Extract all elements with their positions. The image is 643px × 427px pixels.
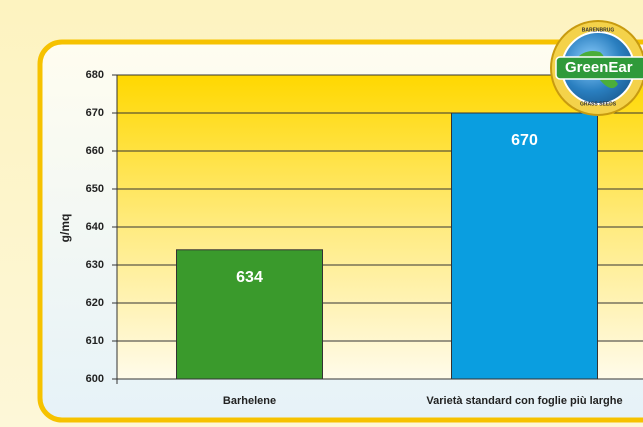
y-tick-label: 670 xyxy=(86,107,104,119)
bar xyxy=(451,112,598,380)
y-tick-label: 680 xyxy=(86,69,104,81)
y-tick-label: 610 xyxy=(86,335,104,347)
logo: GreenEar BARENBRUG GRASS SEEDS xyxy=(550,20,643,116)
value-label: 634 xyxy=(236,269,263,286)
y-tick-label: 660 xyxy=(86,145,104,157)
y-tick-label: 640 xyxy=(86,221,104,233)
value-label: 670 xyxy=(511,132,538,149)
y-tick-label: 600 xyxy=(86,373,104,385)
bar xyxy=(176,249,323,380)
x-tick-label: Varietà standard con foglie più larghe xyxy=(426,395,622,407)
y-tick-label: 620 xyxy=(86,297,104,309)
y-axis-label: g/mq xyxy=(58,214,72,243)
y-tick-label: 630 xyxy=(86,259,104,271)
y-tick-label: 650 xyxy=(86,183,104,195)
logo-brand: BARENBRUG xyxy=(582,27,615,33)
logo-tagline: GRASS SEEDS xyxy=(580,101,617,107)
logo-banner xyxy=(555,56,643,80)
x-tick-label: Barhelene xyxy=(223,395,276,407)
logo-name: GreenEar xyxy=(565,59,633,76)
